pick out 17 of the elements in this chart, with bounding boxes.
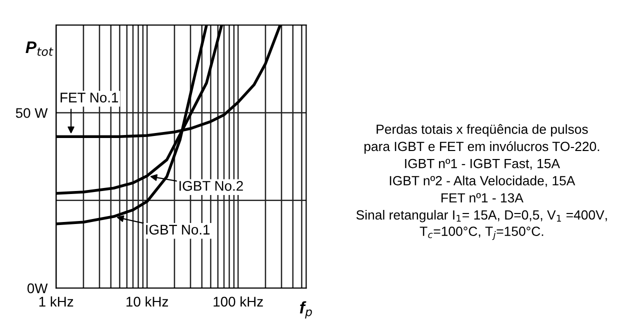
x-tick-label: 1 kHz	[39, 296, 74, 306]
text: T$_{c}$=100°C, T$_{j}$=150°C.	[420, 226, 544, 240]
annotation: FET No.1	[60, 92, 118, 102]
x-axis-title: f$_{p}$	[300, 301, 312, 318]
x-tick-label: 10 kHz	[126, 296, 168, 307]
text: Sinal retangular I$_{1}$= 15A, D=0,5, V$_{1}$ =400V,	[356, 210, 607, 222]
annotation: IGBT No.2	[180, 180, 243, 191]
text: FET nº1 - 13A	[442, 193, 524, 203]
y-tick-label: 50 W	[16, 108, 48, 118]
y-axis-title: P$_{tot}$	[26, 42, 54, 56]
y-tick-label: 0W	[27, 283, 48, 294]
text: Perdas totais x freqüência de pulsos	[376, 124, 588, 137]
text: IGBT nº2 - Alta Velocidade, 15A	[390, 176, 576, 187]
x-tick-label: 100 kHz	[214, 296, 263, 307]
text: IGBT nº1 - IGBT Fast, 15A	[405, 158, 560, 170]
text: para IGBT e FET em invólucros TO-220.	[364, 141, 600, 154]
annotation: IGBT No.1	[146, 224, 210, 235]
